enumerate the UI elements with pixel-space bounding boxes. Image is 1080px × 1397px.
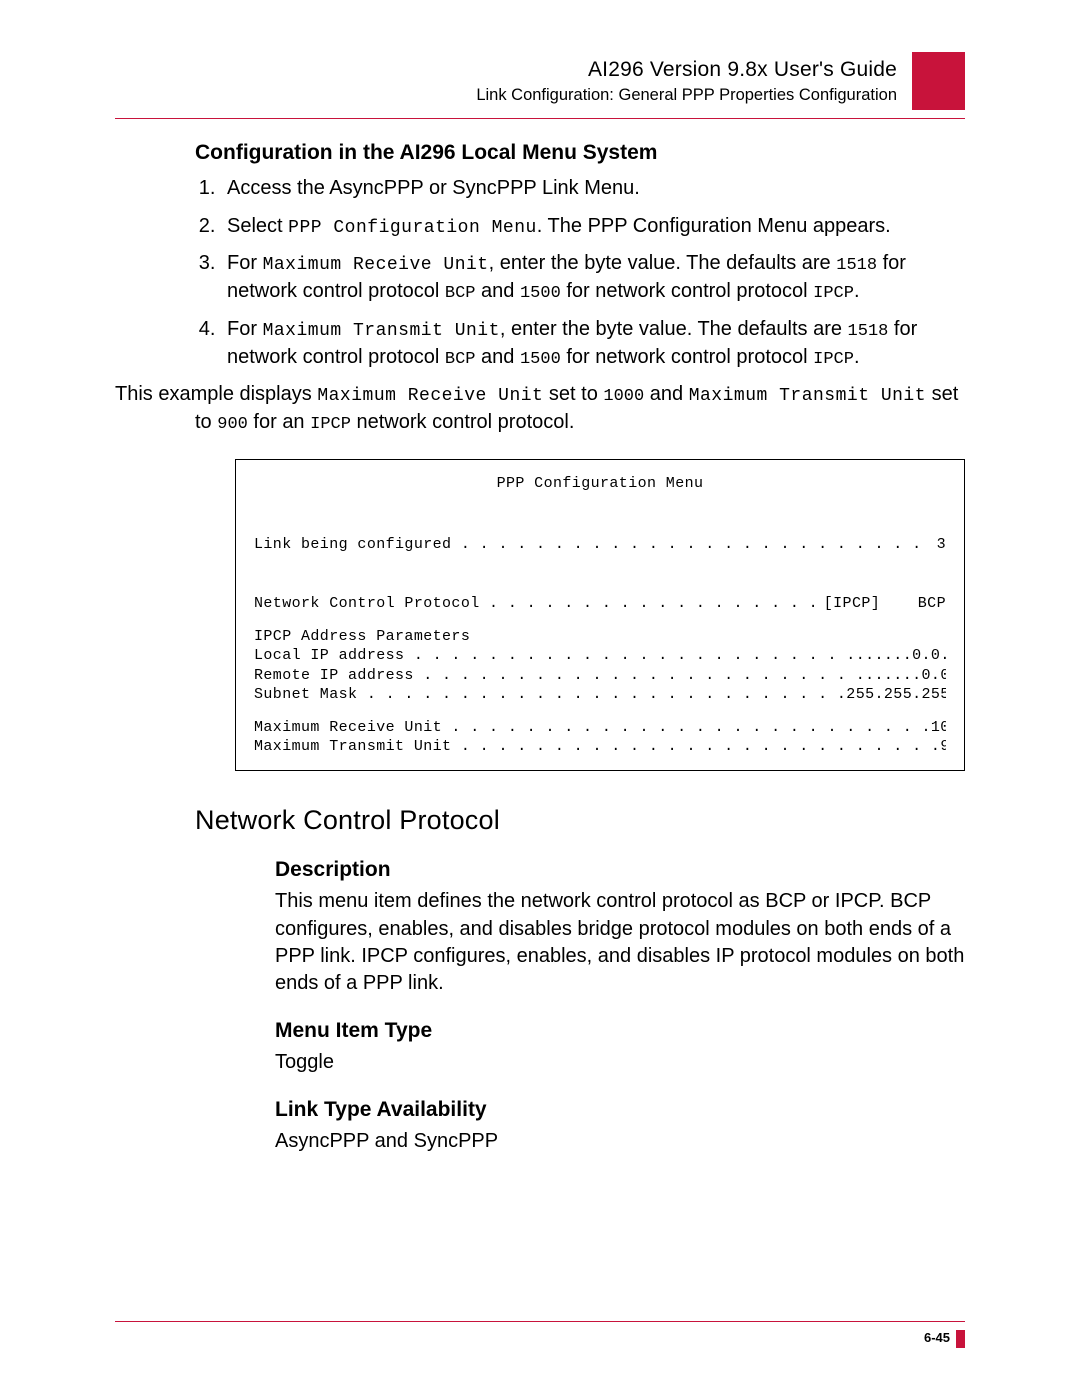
menu-ncp-row: Network Control Protocol . . . . . . . .… (254, 594, 946, 613)
menu-mru-l: Maximum Receive Unit . . . . . . . . . .… (254, 718, 931, 737)
step-4-v2: 1500 (520, 350, 561, 369)
example-a: This example displays (115, 383, 317, 405)
menu-ncp-label: Network Control Protocol . . . . . . . .… (254, 594, 818, 613)
step-3-v1: 1518 (836, 256, 877, 275)
menu-subnet-l: Subnet Mask . . . . . . . . . . . . . . … (254, 685, 846, 704)
step-3: For Maximum Receive Unit, enter the byte… (221, 250, 965, 305)
menu-link-label: Link being configured . . . . . . . . . … (254, 535, 922, 554)
step-4-d: and (476, 346, 520, 368)
menu-mru-v: 1000 (931, 718, 946, 737)
menu-mtu-l: Maximum Transmit Unit . . . . . . . . . … (254, 737, 940, 756)
step-4-code2: BCP (445, 350, 476, 369)
example-code1: Maximum Receive Unit (317, 386, 543, 406)
desc-body: This menu item defines the network contr… (275, 888, 965, 997)
step-4-v1: 1518 (848, 322, 889, 341)
menu-mtu-row: Maximum Transmit Unit . . . . . . . . . … (254, 737, 946, 756)
avail-body: AsyncPPP and SyncPPP (275, 1128, 965, 1155)
page-header: AI296 Version 9.8x User's Guide Link Con… (115, 58, 965, 105)
menu-link-row: Link being configured . . . . . . . . . … (254, 535, 946, 554)
example-e: for an (248, 411, 310, 433)
example-b: set to (543, 383, 603, 405)
type-heading: Menu Item Type (275, 1019, 965, 1043)
step-4-a: For (227, 318, 263, 340)
example-code3: IPCP (310, 415, 351, 434)
footer-accent-block (956, 1330, 965, 1348)
footer-rule (115, 1321, 965, 1322)
menu-ncp-v1: [IPCP] (824, 595, 880, 612)
menu-title: PPP Configuration Menu (254, 474, 946, 493)
header-rule (115, 118, 965, 119)
config-steps-list: Access the AsyncPPP or SyncPPP Link Menu… (221, 175, 965, 371)
menu-subnet-row: Subnet Mask . . . . . . . . . . . . . . … (254, 685, 946, 704)
step-4-code3: IPCP (813, 350, 854, 369)
example-code2: Maximum Transmit Unit (689, 386, 926, 406)
step-4-code1: Maximum Transmit Unit (263, 321, 500, 341)
menu-ncp-v2: BCP (918, 595, 946, 612)
menu-gap-2 (254, 613, 946, 627)
example-paragraph: This example displays Maximum Receive Un… (115, 381, 965, 436)
step-3-f: . (854, 280, 860, 302)
menu-gap-3 (254, 704, 946, 718)
menu-gap-1 (254, 554, 946, 594)
menu-link-val: 3 (937, 535, 946, 554)
ppp-config-menu-box: PPP Configuration Menu Link being config… (235, 459, 965, 772)
step-3-code3: IPCP (813, 284, 854, 303)
step-3-code1: Maximum Receive Unit (263, 255, 489, 275)
menu-local-ip-v: 0.0.0.0 (912, 646, 946, 665)
step-1-text: Access the AsyncPPP or SyncPPP Link Menu… (227, 177, 640, 199)
step-2-code: PPP Configuration Menu (288, 218, 537, 238)
menu-local-ip-l: Local IP address . . . . . . . . . . . .… (254, 646, 912, 665)
step-4-f: . (854, 346, 860, 368)
avail-heading: Link Type Availability (275, 1098, 965, 1122)
example-v2: 900 (217, 415, 248, 434)
page-number: 6-45 (924, 1330, 950, 1345)
example-c: and (644, 383, 688, 405)
type-body: Toggle (275, 1049, 965, 1076)
step-2-b: . The PPP Configuration Menu appears. (537, 215, 891, 237)
step-1: Access the AsyncPPP or SyncPPP Link Menu… (221, 175, 965, 203)
step-3-e: for network control protocol (561, 280, 813, 302)
step-2-a: Select (227, 215, 288, 237)
menu-subnet-v: 255.255.255.240 (846, 685, 946, 704)
menu-ncp-vals: [IPCP] BCP (824, 594, 946, 613)
menu-local-ip-row: Local IP address . . . . . . . . . . . .… (254, 646, 946, 665)
step-4: For Maximum Transmit Unit, enter the byt… (221, 316, 965, 371)
example-v1: 1000 (603, 387, 644, 406)
step-3-a: For (227, 252, 263, 274)
step-2: Select PPP Configuration Menu. The PPP C… (221, 213, 965, 241)
step-3-d: and (476, 280, 520, 302)
menu-params-heading: IPCP Address Parameters (254, 627, 946, 646)
menu-remote-ip-row: Remote IP address . . . . . . . . . . . … (254, 666, 946, 685)
step-4-b: , enter the byte value. The defaults are (500, 318, 848, 340)
config-heading: Configuration in the AI296 Local Menu Sy… (195, 141, 965, 165)
step-3-code2: BCP (445, 284, 476, 303)
step-3-v2: 1500 (520, 284, 561, 303)
menu-mru-row: Maximum Receive Unit . . . . . . . . . .… (254, 718, 946, 737)
ncp-title: Network Control Protocol (115, 805, 965, 836)
doc-title: AI296 Version 9.8x User's Guide (115, 58, 897, 82)
document-page: AI296 Version 9.8x User's Guide Link Con… (0, 0, 1080, 1397)
menu-remote-ip-v: 0.0.0.0 (922, 666, 946, 685)
example-f: network control protocol. (351, 411, 574, 433)
ncp-section: Description This menu item defines the n… (115, 858, 965, 1155)
menu-remote-ip-l: Remote IP address . . . . . . . . . . . … (254, 666, 922, 685)
step-4-e: for network control protocol (561, 346, 813, 368)
menu-mtu-v: 900 (940, 737, 946, 756)
doc-subtitle: Link Configuration: General PPP Properti… (115, 86, 897, 105)
desc-heading: Description (275, 858, 965, 882)
main-content: Configuration in the AI296 Local Menu Sy… (115, 141, 965, 771)
step-3-b: , enter the byte value. The defaults are (489, 252, 837, 274)
